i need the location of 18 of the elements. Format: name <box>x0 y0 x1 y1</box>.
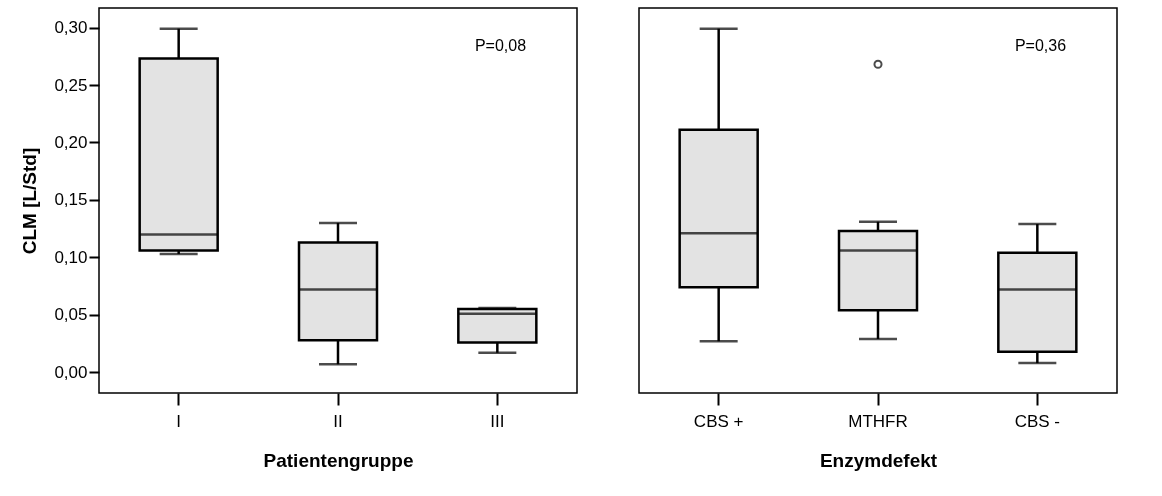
y-tick-label: 0,10 <box>54 247 88 267</box>
x-tick-label: MTHFR <box>848 411 908 431</box>
y-tick-label: 0,15 <box>54 190 88 210</box>
y-axis-title: CLM [L/Std] <box>19 147 41 255</box>
y-tick-label: 0,25 <box>54 75 88 95</box>
y-tick-label: 0,05 <box>54 305 88 325</box>
annotation: P=0,08 <box>474 37 527 54</box>
x-axis-title: Enzymdefekt <box>819 449 938 471</box>
x-tick-label: III <box>490 411 505 431</box>
x-axis-title: Patientengruppe <box>263 449 414 471</box>
x-tick-label: I <box>176 411 182 431</box>
annotation: P=0,36 <box>1014 37 1067 54</box>
x-tick-label: CBS - <box>1014 411 1061 431</box>
x-tick-label: II <box>333 411 343 431</box>
y-tick-label: 0,30 <box>54 18 88 38</box>
y-tick-label: 0,20 <box>54 132 88 152</box>
y-tick-label: 0,00 <box>54 362 88 382</box>
x-tick-label: CBS + <box>693 411 744 431</box>
